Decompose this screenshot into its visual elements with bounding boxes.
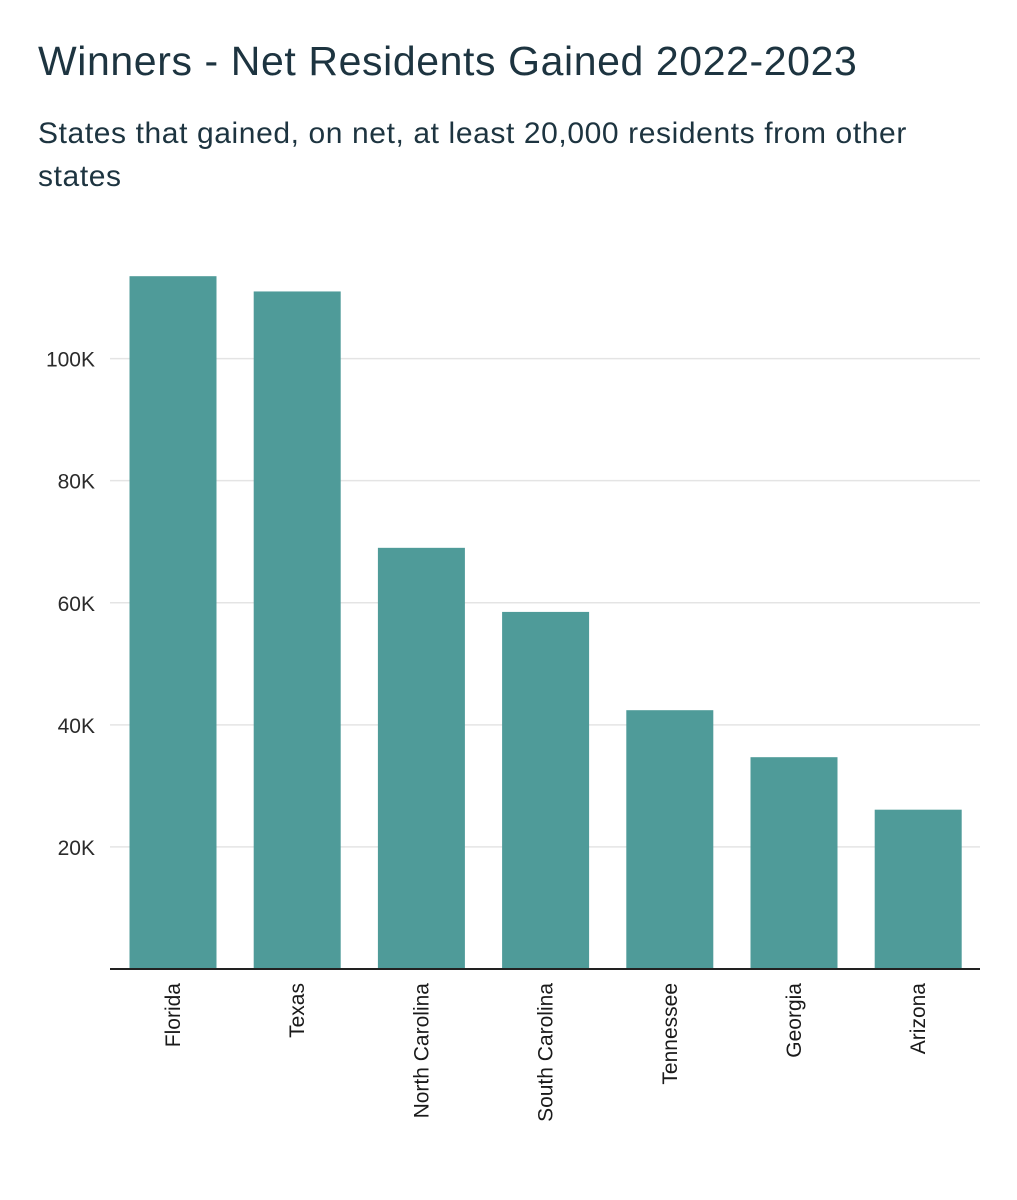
chart-title: Winners - Net Residents Gained 2022-2023 (38, 38, 858, 84)
bar-south-carolina (502, 611, 590, 969)
bar-texas (253, 291, 341, 969)
y-tick-label: 20K (58, 837, 95, 860)
category-labels: Florida Texas North Carolina South Carolina… (162, 983, 930, 1122)
bars (129, 276, 962, 969)
y-tick-label: 40K (58, 715, 95, 738)
x-tick-label: Arizona (907, 983, 930, 1055)
bar-georgia (750, 757, 838, 969)
y-tick-label: 60K (58, 593, 95, 616)
x-tick-label: Tennessee (659, 983, 682, 1085)
y-tick-label: 80K (58, 471, 95, 494)
x-tick-label: North Carolina (410, 983, 433, 1119)
x-tick-label: Florida (162, 983, 185, 1048)
bar-north-carolina (377, 547, 465, 969)
bar-tennessee (626, 710, 714, 969)
y-axis-ticks: 20K 40K 60K 80K 100K (46, 349, 95, 860)
y-tick-label: 100K (46, 349, 95, 372)
bar-arizona (874, 809, 962, 969)
bar-florida (129, 276, 217, 969)
chart-subtitle: States that gained, on net, at least 20,… (38, 117, 907, 193)
x-tick-label: South Carolina (535, 983, 558, 1122)
x-tick-label: Georgia (783, 983, 806, 1058)
x-tick-label: Texas (286, 983, 309, 1038)
